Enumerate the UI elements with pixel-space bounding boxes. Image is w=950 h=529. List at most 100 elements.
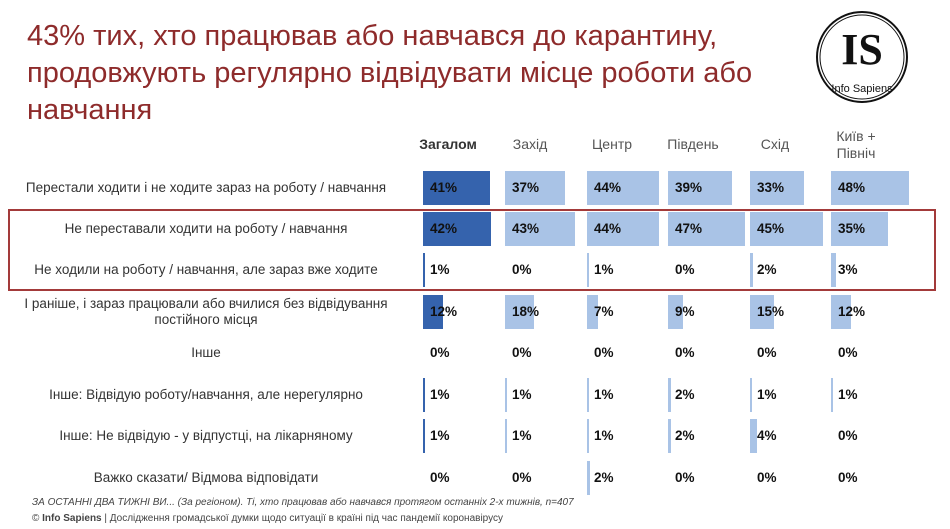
bar	[587, 461, 591, 495]
data-label: 0%	[838, 345, 858, 360]
data-label: 1%	[838, 387, 858, 402]
footer: © Info Sapiens | Дослідження громадської…	[32, 513, 503, 525]
data-label: 9%	[675, 304, 695, 319]
bar	[505, 295, 535, 329]
bar	[423, 171, 490, 205]
column-header: Центр	[591, 136, 633, 152]
copyright-mark: ©	[32, 513, 40, 524]
bar	[750, 171, 804, 205]
bar	[668, 212, 745, 246]
column-header: Загалом	[419, 136, 477, 152]
logo-caption: Info Sapiens	[831, 83, 893, 95]
column-header: Захід	[512, 136, 548, 152]
data-label: 43%	[512, 221, 540, 236]
data-label: 2%	[675, 387, 695, 402]
data-label: 0%	[594, 345, 614, 360]
bar	[668, 295, 683, 329]
page-title: 43% тих, хто працював або навчався до ка…	[27, 20, 753, 126]
bar	[587, 171, 659, 205]
bar	[423, 419, 425, 453]
data-label: 7%	[594, 304, 614, 319]
bar	[423, 212, 492, 246]
data-label: 0%	[430, 470, 450, 485]
highlight-box	[8, 209, 936, 291]
bar	[750, 253, 754, 287]
row-label: Перестали ходити і не ходите зараз на ро…	[25, 180, 387, 195]
data-label: 47%	[675, 221, 703, 236]
bar	[750, 419, 757, 453]
bar	[668, 419, 672, 453]
data-label: 15%	[757, 304, 785, 319]
data-label: 2%	[757, 262, 777, 277]
bar	[668, 378, 672, 412]
row-label: І раніше, і зараз працювали або вчилися …	[24, 296, 388, 327]
data-label: 0%	[757, 345, 777, 360]
bar	[750, 295, 775, 329]
bar	[831, 253, 836, 287]
bar	[505, 212, 576, 246]
data-label: 3%	[838, 262, 858, 277]
footer-brand: Info Sapiens	[42, 513, 102, 524]
bar	[423, 295, 443, 329]
data-label: 45%	[757, 221, 785, 236]
bar	[423, 378, 425, 412]
row-label: Важко сказати/ Відмова відповідати	[93, 470, 319, 485]
data-label: 44%	[594, 221, 622, 236]
bar	[587, 419, 589, 453]
data-label: 0%	[512, 470, 532, 485]
data-label: 0%	[838, 428, 858, 443]
data-label: 1%	[594, 387, 614, 402]
bar	[587, 378, 589, 412]
data-label: 1%	[430, 428, 450, 443]
bar	[750, 212, 824, 246]
data-label: 18%	[512, 304, 540, 319]
bar	[587, 212, 659, 246]
data-label: 42%	[430, 221, 458, 236]
data-label: 1%	[430, 262, 450, 277]
data-label: 1%	[594, 428, 614, 443]
data-label: 2%	[594, 470, 614, 485]
bar	[831, 295, 851, 329]
data-label: 0%	[675, 345, 695, 360]
row-label: Інше: Не відвідую - у відпустці, на ліка…	[59, 428, 353, 443]
bar	[505, 171, 566, 205]
footer-text: | Дослідження громадської думки щодо сит…	[101, 513, 504, 524]
bar	[831, 378, 833, 412]
data-label: 0%	[675, 262, 695, 277]
row-label: Інше	[191, 345, 221, 360]
data-label: 0%	[757, 470, 777, 485]
data-label: 1%	[430, 387, 450, 402]
bar	[831, 171, 910, 205]
bar	[750, 378, 752, 412]
row-label: Не ходили на роботу / навчання, але зара…	[34, 262, 378, 277]
data-label: 0%	[430, 345, 450, 360]
footnote: ЗА ОСТАННІ ДВА ТИЖНІ ВИ... (За регіоном)…	[32, 497, 574, 508]
data-label: 4%	[757, 428, 777, 443]
data-label: 12%	[838, 304, 866, 319]
data-label: 0%	[512, 345, 532, 360]
bar	[423, 253, 425, 287]
row-label: Не переставали ходити на роботу / навчан…	[64, 221, 348, 236]
data-label: 2%	[675, 428, 695, 443]
bar	[505, 378, 507, 412]
column-header: Південь	[667, 136, 719, 152]
data-label: 41%	[430, 180, 458, 195]
row-label: Інше: Відвідую роботу/навчання, але нере…	[49, 387, 363, 402]
data-label: 1%	[512, 428, 532, 443]
data-label: 1%	[757, 387, 777, 402]
data-label: 1%	[512, 387, 532, 402]
info-sapiens-logo: IS Info Sapiens	[816, 11, 908, 103]
data-label: 44%	[594, 180, 622, 195]
column-header: Київ + Північ	[836, 128, 876, 161]
data-label: 0%	[512, 262, 532, 277]
bar	[587, 253, 589, 287]
bar	[831, 212, 889, 246]
bar	[587, 295, 599, 329]
bar	[505, 419, 507, 453]
data-label: 33%	[757, 180, 785, 195]
data-label: 37%	[512, 180, 540, 195]
data-label: 0%	[675, 470, 695, 485]
data-label: 12%	[430, 304, 458, 319]
bar	[668, 171, 732, 205]
column-header: Схід	[760, 136, 790, 152]
